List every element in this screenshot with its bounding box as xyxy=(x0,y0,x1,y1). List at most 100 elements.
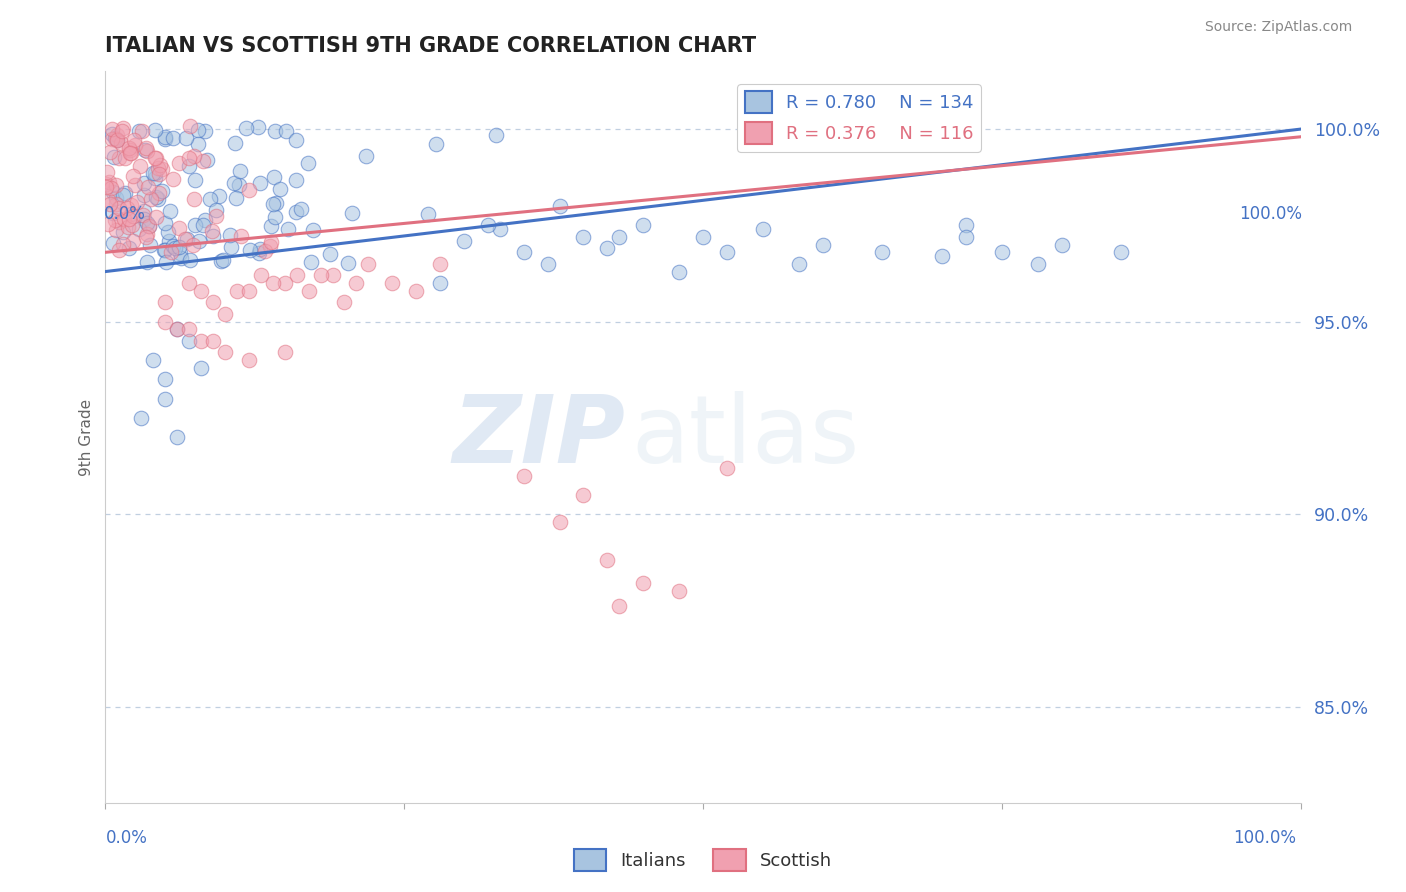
Point xyxy=(111,120,134,135)
Point xyxy=(139,238,162,252)
Point xyxy=(152,244,174,258)
Point xyxy=(114,186,136,200)
Point xyxy=(205,202,228,217)
Point xyxy=(120,207,142,221)
Point xyxy=(162,171,184,186)
Point xyxy=(354,148,377,162)
Point xyxy=(98,196,121,211)
Point xyxy=(195,153,218,167)
Point xyxy=(194,124,217,138)
Point xyxy=(346,276,368,290)
Point xyxy=(138,219,160,233)
Point xyxy=(254,244,277,258)
Point xyxy=(101,131,124,145)
Point xyxy=(124,178,146,192)
Point xyxy=(318,246,340,260)
Point xyxy=(249,242,271,256)
Point xyxy=(179,119,201,133)
Point xyxy=(202,228,225,243)
Point xyxy=(114,151,136,165)
Point xyxy=(219,240,242,254)
Point xyxy=(340,206,363,220)
Point xyxy=(103,186,125,200)
Point xyxy=(173,232,195,246)
Point xyxy=(453,234,475,248)
Point xyxy=(176,232,198,246)
Point xyxy=(260,235,283,249)
Point xyxy=(187,123,209,137)
Point xyxy=(170,252,193,266)
Point xyxy=(157,225,180,239)
Point xyxy=(177,334,201,348)
Point xyxy=(118,211,141,226)
Point xyxy=(121,146,143,161)
Point xyxy=(193,218,215,232)
Point xyxy=(117,219,139,234)
Point xyxy=(607,230,630,244)
Point xyxy=(96,165,118,179)
Point xyxy=(135,141,157,155)
Point xyxy=(148,167,170,181)
Point xyxy=(142,165,165,179)
Point xyxy=(169,156,191,170)
Point xyxy=(321,268,344,283)
Point xyxy=(134,176,156,190)
Point xyxy=(184,172,207,186)
Point xyxy=(285,204,308,219)
Point xyxy=(166,322,188,336)
Point xyxy=(955,219,977,233)
Point xyxy=(143,171,166,186)
Point xyxy=(159,204,181,219)
Point xyxy=(103,149,125,163)
Point xyxy=(205,210,228,224)
Point xyxy=(239,243,262,257)
Point xyxy=(235,120,257,135)
Point xyxy=(238,183,260,197)
Point xyxy=(174,131,197,145)
Point xyxy=(1111,245,1133,260)
Point xyxy=(285,133,308,147)
Point xyxy=(101,122,124,136)
Point xyxy=(167,221,190,235)
Point xyxy=(96,180,118,194)
Point xyxy=(110,136,132,150)
Point xyxy=(134,204,156,219)
Point xyxy=(177,322,201,336)
Point xyxy=(150,185,173,199)
Point xyxy=(118,145,141,160)
Point xyxy=(111,188,134,202)
Point xyxy=(259,239,281,253)
Point xyxy=(115,201,138,215)
Point xyxy=(169,245,191,260)
Point xyxy=(224,136,246,151)
Point xyxy=(485,128,508,143)
Point xyxy=(111,124,134,138)
Point xyxy=(990,245,1012,260)
Point xyxy=(273,276,295,290)
Text: 100.0%: 100.0% xyxy=(1233,829,1296,847)
Point xyxy=(357,257,380,271)
Point xyxy=(145,151,167,165)
Point xyxy=(104,190,127,204)
Point xyxy=(429,276,451,290)
Point xyxy=(633,219,655,233)
Point xyxy=(211,252,233,267)
Point xyxy=(124,137,146,152)
Point xyxy=(160,244,183,259)
Point xyxy=(136,227,159,242)
Point xyxy=(222,176,245,190)
Point xyxy=(190,360,212,375)
Point xyxy=(536,257,558,271)
Point xyxy=(716,461,738,475)
Point xyxy=(284,173,307,187)
Point xyxy=(262,197,284,211)
Point xyxy=(105,223,128,237)
Point xyxy=(262,276,284,290)
Legend: Italians, Scottish: Italians, Scottish xyxy=(567,842,839,879)
Point xyxy=(153,392,177,406)
Point xyxy=(135,254,157,268)
Point xyxy=(263,169,285,184)
Point xyxy=(183,148,205,162)
Point xyxy=(143,152,166,166)
Point xyxy=(118,143,141,157)
